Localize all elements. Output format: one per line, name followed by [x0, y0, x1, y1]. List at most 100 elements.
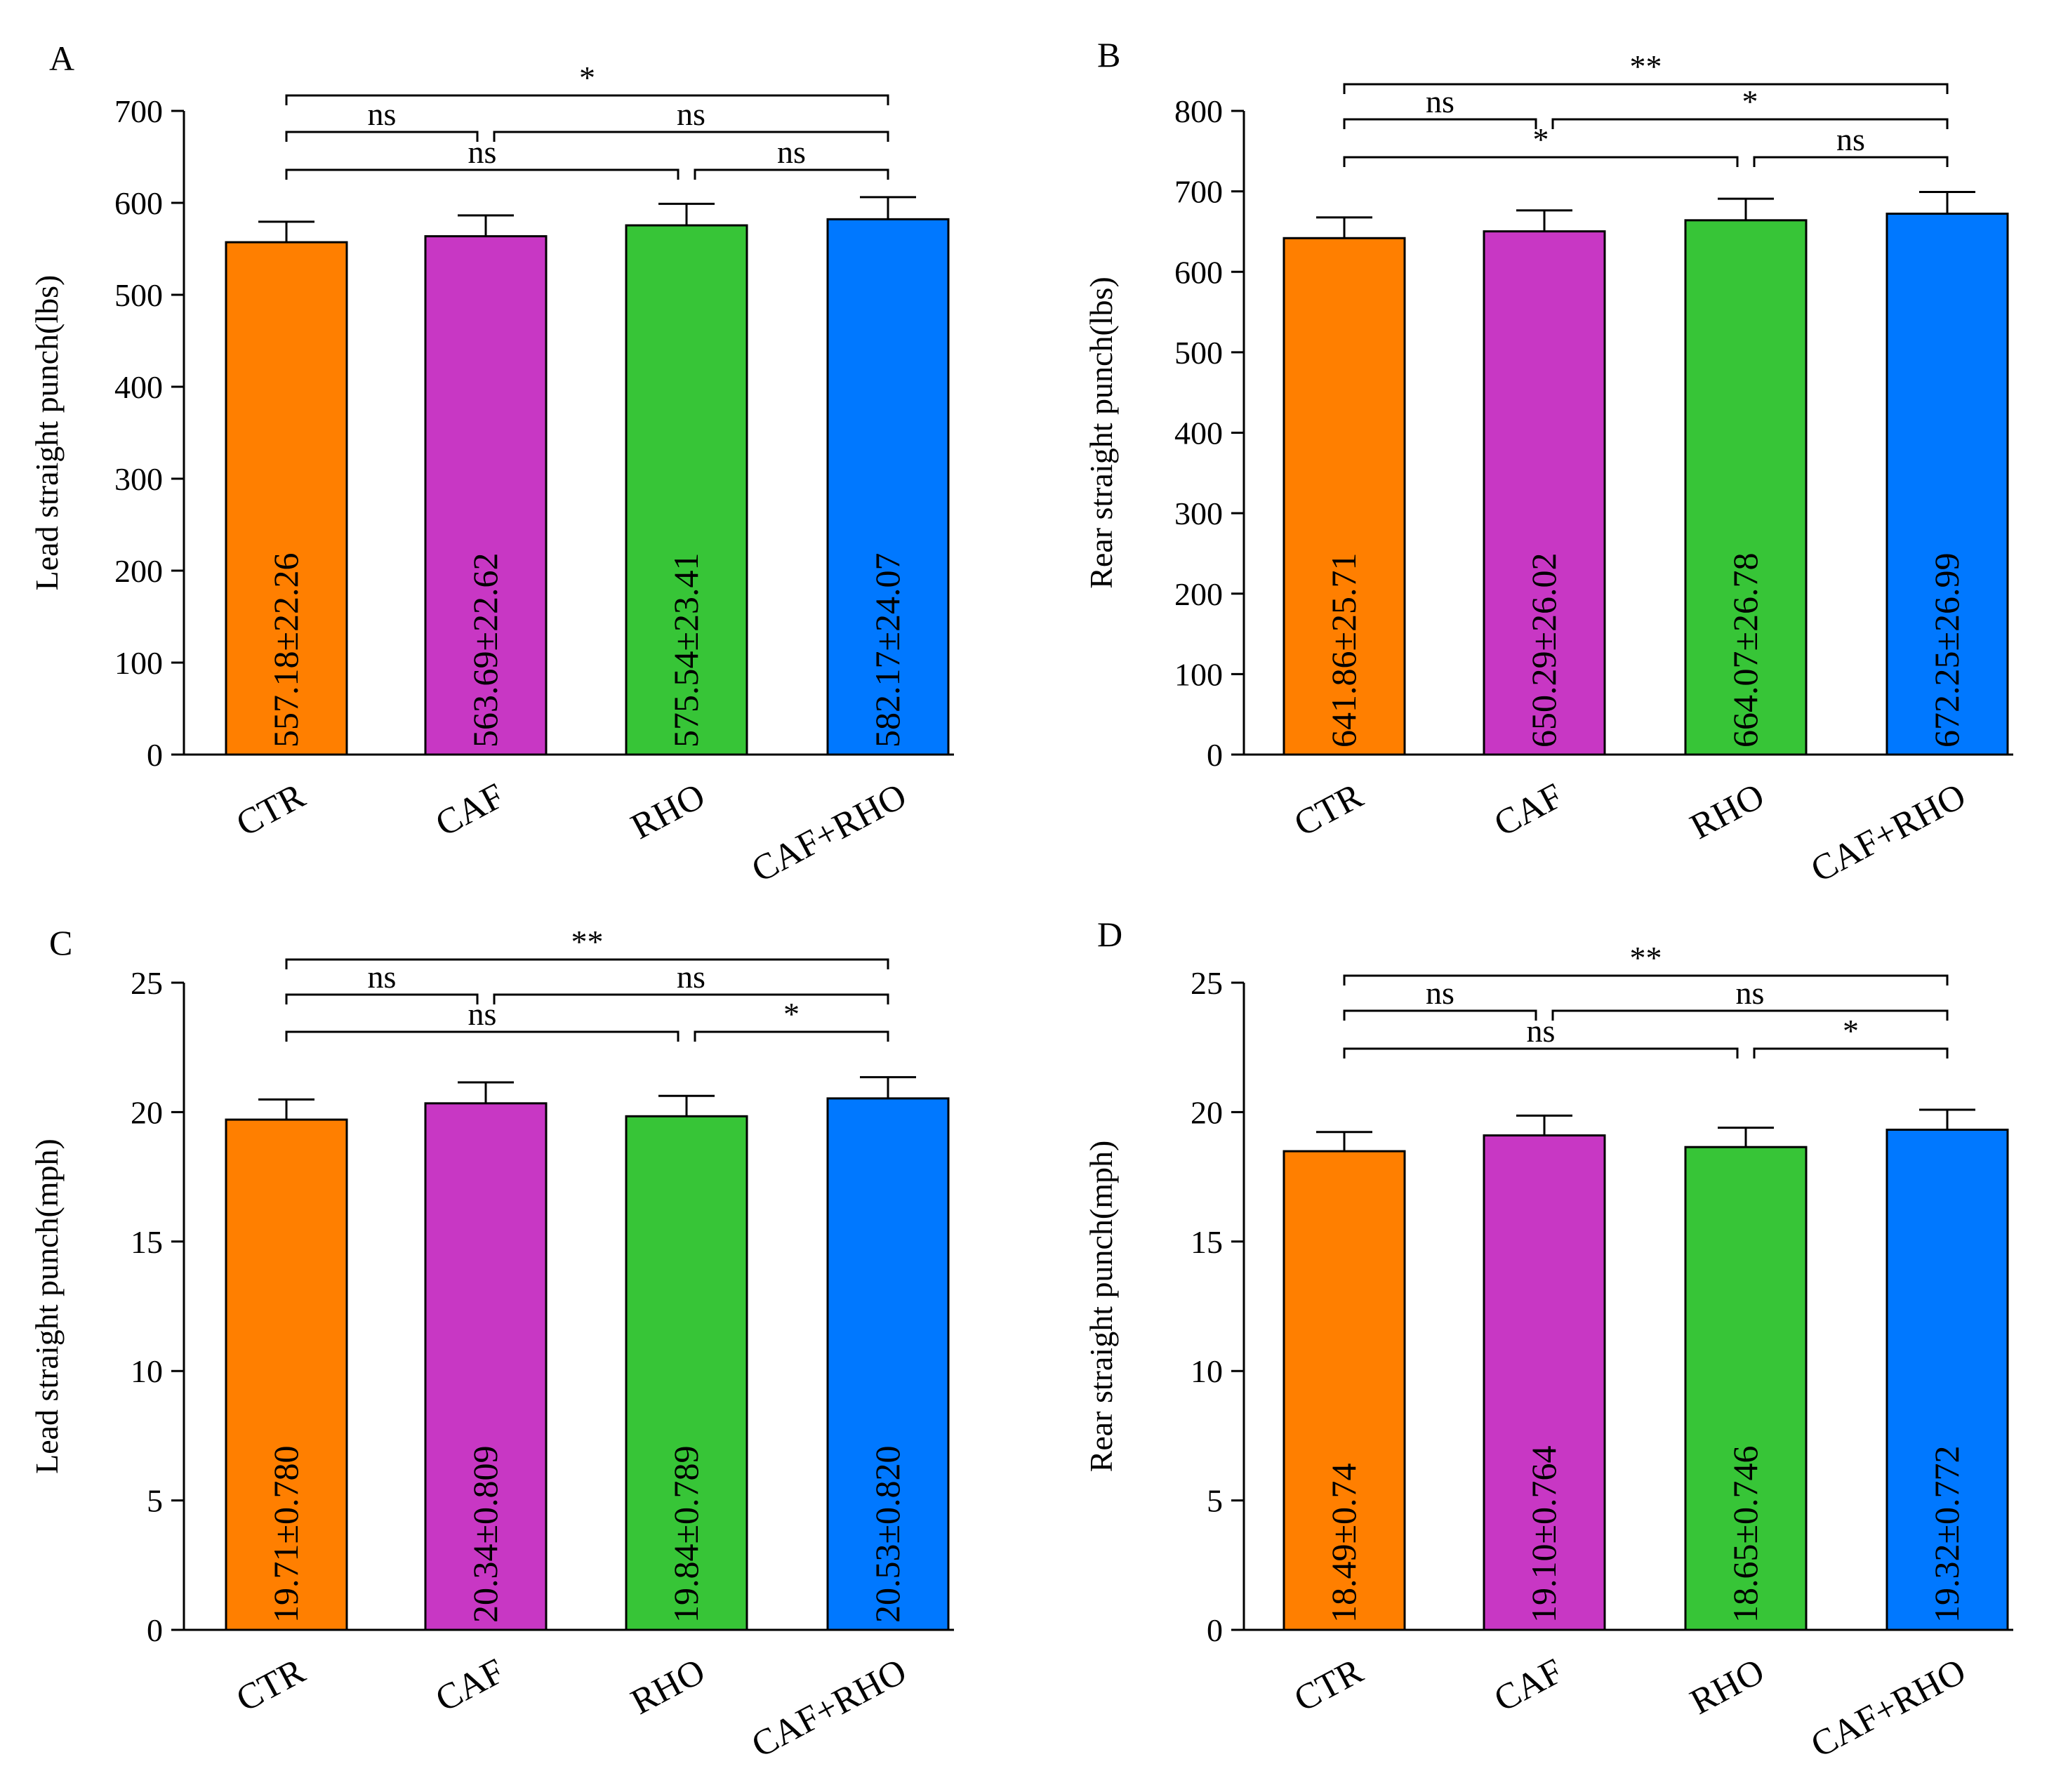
- y-tick-label: 600: [114, 185, 163, 221]
- panel-letter: A: [49, 39, 74, 78]
- bracket-label: ns: [777, 134, 806, 170]
- bracket-line: [285, 993, 479, 1004]
- y-tick-label: 10: [1191, 1353, 1223, 1389]
- bar-value-label: 18.49±0.74: [1324, 1464, 1363, 1623]
- bracket-line: [285, 1030, 680, 1042]
- bracket-label: ns: [368, 959, 397, 995]
- bar-value-label: 20.53±0.820: [868, 1446, 907, 1623]
- y-tick-label: 300: [1174, 496, 1223, 531]
- significance-bracket: **: [285, 924, 889, 969]
- x-tick-label: RHO: [625, 1651, 712, 1723]
- x-tick-label: CTR: [1288, 776, 1370, 844]
- y-tick-label: 15: [131, 1224, 163, 1260]
- bracket-label: *: [1843, 1013, 1859, 1049]
- significance-bracket: *: [694, 996, 889, 1042]
- bracket-label: ns: [468, 134, 497, 170]
- y-tick-label: 5: [147, 1483, 163, 1519]
- bar-caf-rho: [1885, 212, 2009, 756]
- significance-bracket: ns: [285, 996, 680, 1042]
- bracket-line: [493, 131, 889, 142]
- significance-bracket: ns: [285, 96, 479, 142]
- panel-letter: C: [49, 923, 72, 962]
- y-tick-label: 0: [147, 1612, 163, 1648]
- significance-bracket: *: [1343, 121, 1739, 167]
- bracket-label: ns: [368, 96, 397, 132]
- y-tick-label: 20: [131, 1094, 163, 1130]
- bracket-label: *: [579, 60, 595, 95]
- bracket-line: [285, 131, 479, 142]
- panel-letter: B: [1097, 35, 1120, 74]
- x-tick-label: CTR: [230, 1651, 312, 1720]
- bar-value-label: 20.34±0.809: [465, 1446, 505, 1623]
- bracket-line: [694, 1030, 889, 1042]
- x-tick-label: RHO: [1684, 776, 1771, 847]
- bar-value-label: 19.32±0.772: [1927, 1446, 1966, 1623]
- y-tick-label: 600: [1174, 254, 1223, 290]
- bar-value-label: 557.18±22.26: [266, 553, 305, 748]
- y-tick-label: 25: [131, 965, 163, 1001]
- bar-value-label: 641.86±25.71: [1324, 553, 1363, 748]
- y-axis-label: Lead straight punch(mph): [29, 1139, 65, 1474]
- bracket-line: [1343, 118, 1537, 129]
- y-tick-label: 200: [1174, 576, 1223, 612]
- y-tick-label: 400: [114, 369, 163, 405]
- bar-caf-rho: [826, 218, 950, 756]
- bar-value-label: 575.54±23.41: [666, 553, 705, 748]
- y-tick-label: 800: [1174, 93, 1223, 129]
- y-tick-label: 10: [131, 1353, 163, 1389]
- y-tick-label: 0: [147, 737, 163, 773]
- bar-caf: [424, 1102, 548, 1631]
- y-tick-label: 0: [1207, 737, 1223, 773]
- bar-caf-rho: [1885, 1128, 2009, 1631]
- bar-caf: [1483, 1134, 1606, 1631]
- bar-caf-rho: [826, 1097, 950, 1631]
- bracket-label: **: [1630, 48, 1662, 84]
- x-tick-label: CAF+RHO: [1805, 776, 1973, 890]
- y-tick-label: 0: [1207, 1612, 1223, 1648]
- significance-bracket: ns: [1753, 121, 1949, 167]
- x-tick-label: CAF: [430, 1651, 511, 1720]
- bracket-line: [1343, 83, 1949, 94]
- y-axis-label: Rear straight punch(lbs): [1083, 277, 1119, 589]
- bracket-label: *: [783, 996, 800, 1032]
- y-axis-label: Rear straight punch(mph): [1083, 1141, 1119, 1473]
- y-tick-label: 400: [1174, 416, 1223, 451]
- panel-C: C 0 5 10 15 20 25 Lead straight punch(mph) 19.71…: [29, 923, 954, 1765]
- significance-bracket: *: [285, 60, 889, 105]
- x-tick-label: CAF+RHO: [1805, 1651, 1973, 1765]
- significance-bracket: ns: [694, 134, 889, 180]
- x-tick-label: CTR: [230, 776, 312, 844]
- bracket-label: ns: [677, 959, 705, 995]
- bracket-label: **: [571, 924, 604, 960]
- panel-D: D 0 5 10 15 20 25 Rear straight punch(mph) 18.49…: [1083, 915, 2013, 1765]
- bracket-line: [1551, 118, 1949, 129]
- bar-rho: [1684, 219, 1808, 756]
- bar-value-label: 650.29±26.02: [1524, 553, 1563, 748]
- panel-B: B 0 100 200 300 400 500 600 700 800 Rear straight …: [1083, 35, 2013, 890]
- bracket-line: [1753, 156, 1949, 167]
- x-tick-label: RHO: [625, 776, 712, 847]
- bar-value-label: 563.69±22.62: [465, 553, 505, 748]
- significance-bracket: ns: [1343, 975, 1537, 1021]
- y-tick-label: 25: [1191, 965, 1223, 1001]
- significance-bracket: **: [1343, 940, 1949, 985]
- bracket-label: ns: [1426, 975, 1454, 1011]
- bracket-line: [1753, 1047, 1949, 1058]
- y-tick-label: 15: [1191, 1224, 1223, 1260]
- bar-value-label: 672.25±26.99: [1927, 553, 1966, 748]
- bar-rho: [1684, 1146, 1808, 1631]
- y-tick-label: 100: [1174, 656, 1223, 692]
- significance-bracket: ns: [1551, 975, 1949, 1021]
- y-tick-label: 700: [114, 93, 163, 129]
- panel-letter: D: [1097, 915, 1122, 954]
- significance-bracket: **: [1343, 48, 1949, 94]
- bracket-line: [285, 94, 889, 105]
- bracket-line: [285, 958, 889, 969]
- bar-ctr: [225, 241, 348, 756]
- y-tick-label: 100: [114, 645, 163, 681]
- bracket-label: ns: [1836, 121, 1865, 157]
- significance-bracket: ns: [1343, 1013, 1739, 1058]
- bar-value-label: 582.17±24.07: [868, 553, 907, 748]
- bracket-line: [694, 168, 889, 180]
